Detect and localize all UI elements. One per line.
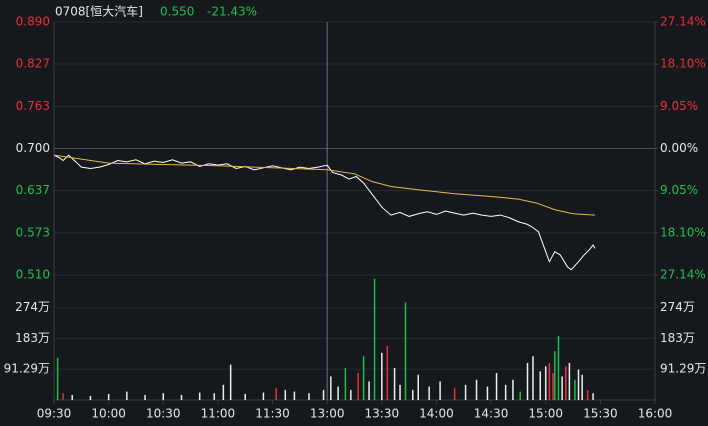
- x-tick-label: 10:00: [91, 407, 126, 421]
- last-price: 0.550: [160, 5, 194, 19]
- volume-bar: [107, 393, 110, 400]
- volume-bar: [453, 388, 456, 400]
- volume-bar: [586, 389, 589, 400]
- y2-tick-label: 274万: [660, 300, 695, 314]
- y-tick-label: 0.637: [16, 183, 50, 197]
- y2-tick-label: 9.05%: [660, 183, 698, 197]
- y-tick-label: 0.700: [16, 141, 50, 155]
- volume-bar: [539, 371, 542, 400]
- volume-bar: [262, 392, 265, 400]
- volume-bar: [574, 379, 576, 400]
- volume-bar: [350, 389, 352, 400]
- y-tick-label: 0.763: [16, 99, 50, 113]
- volume-bar: [554, 351, 556, 400]
- x-tick-label: 15:00: [528, 407, 563, 421]
- volume-bar: [412, 389, 414, 400]
- y-tick-label: 0.510: [16, 268, 50, 282]
- volume-bar: [526, 362, 529, 400]
- volume-bar: [404, 302, 407, 400]
- y-tick-label: 274万: [15, 300, 50, 314]
- volume-bar: [486, 386, 489, 400]
- volume-bar: [162, 393, 165, 400]
- volume-bar: [244, 393, 246, 400]
- y2-tick-label: 183万: [660, 331, 695, 345]
- y2-tick-label: 0.00%: [660, 141, 698, 155]
- y-tick-label: 0.827: [16, 56, 50, 70]
- volume-bar: [386, 346, 389, 400]
- y-tick-label: 0.573: [16, 226, 50, 240]
- x-tick-label: 11:00: [201, 407, 236, 421]
- volume-bar: [393, 367, 396, 400]
- x-tick-label: 09:30: [37, 407, 72, 421]
- volume-bar: [293, 391, 296, 400]
- volume-bar: [373, 278, 376, 400]
- x-tick-label: 13:30: [365, 407, 400, 421]
- volume-bar: [561, 376, 563, 400]
- price-line: [53, 154, 596, 271]
- volume-bar: [337, 386, 339, 400]
- volume-bar: [428, 386, 430, 400]
- volume-bar: [126, 391, 128, 400]
- volume-bar: [495, 373, 498, 400]
- volume-bar: [284, 389, 287, 400]
- volume-bar: [213, 393, 216, 400]
- volume-bar: [198, 392, 201, 400]
- x-tick-label: 13:00: [310, 407, 345, 421]
- x-tick-label: 14:30: [474, 407, 509, 421]
- volume-bar: [519, 391, 521, 400]
- volume-bar: [344, 367, 347, 400]
- volume-bar: [512, 379, 514, 400]
- volume-bar: [357, 373, 359, 400]
- volume-bar: [565, 366, 567, 400]
- volume-bar: [439, 381, 441, 400]
- y2-tick-label: 9.05%: [660, 99, 698, 113]
- x-tick-label: 16:00: [638, 407, 673, 421]
- stock-code: 0708[恒大汽车]: [55, 4, 143, 19]
- volume-bar: [592, 393, 594, 400]
- volume-bar: [222, 384, 225, 400]
- volume-bar: [322, 389, 325, 400]
- volume-bar: [581, 374, 583, 400]
- y-tick-label: 91.29万: [4, 362, 50, 376]
- average-line: [53, 154, 595, 216]
- volume-bar: [475, 379, 478, 400]
- volume-bar: [275, 388, 277, 400]
- y2-tick-label: 27.14%: [660, 268, 706, 282]
- volume-bar: [56, 357, 59, 400]
- volume-bar: [417, 374, 419, 400]
- volume-bar: [381, 352, 383, 400]
- x-tick-label: 10:30: [146, 407, 181, 421]
- y2-tick-label: 18.10%: [660, 225, 706, 239]
- y2-tick-label: 18.10%: [660, 57, 706, 71]
- volume-bar: [399, 384, 401, 400]
- volume-bar: [568, 362, 571, 400]
- volume-bar: [330, 376, 332, 400]
- volume-bar: [548, 362, 551, 400]
- y2-tick-label: 27.14%: [660, 15, 706, 29]
- volume-bar: [180, 394, 183, 400]
- volume-bar: [544, 366, 547, 400]
- volume-bar: [464, 384, 467, 400]
- y-tick-label: 0.890: [16, 15, 50, 29]
- x-tick-label: 14:00: [419, 407, 454, 421]
- volume-bar: [504, 384, 507, 400]
- y-tick-label: 183万: [15, 331, 50, 345]
- volume-bar: [552, 373, 554, 400]
- volume-bar: [229, 364, 232, 400]
- volume-bar: [71, 394, 73, 400]
- volume-bar: [144, 394, 146, 400]
- volume-bar: [308, 393, 310, 400]
- volume-bar: [557, 335, 560, 400]
- volume-bar: [368, 381, 370, 400]
- x-tick-label: 11:30: [255, 407, 290, 421]
- volume-bar: [89, 395, 92, 400]
- change-percent: -21.43%: [207, 5, 257, 19]
- volume-bar: [362, 356, 365, 400]
- volume-bar: [62, 393, 64, 400]
- y2-tick-label: 91.29万: [660, 362, 706, 376]
- volume-bar: [577, 369, 580, 400]
- x-tick-label: 15:30: [583, 407, 618, 421]
- volume-bar: [532, 356, 534, 400]
